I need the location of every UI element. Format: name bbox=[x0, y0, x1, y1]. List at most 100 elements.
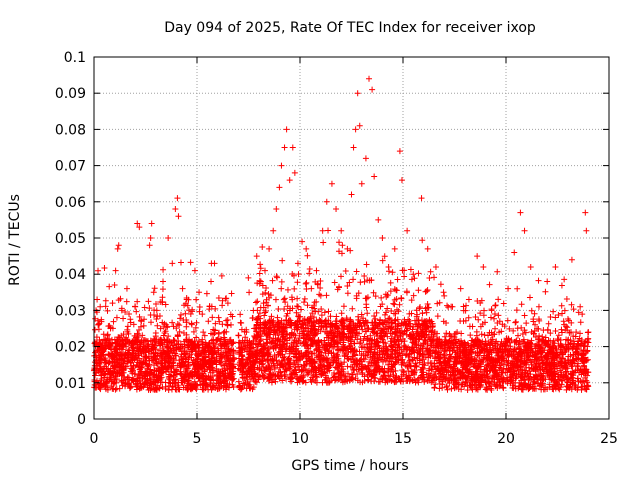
data-point bbox=[124, 323, 131, 330]
data-point bbox=[98, 316, 105, 323]
data-point bbox=[577, 330, 584, 337]
data-point bbox=[302, 365, 309, 372]
data-point bbox=[518, 324, 525, 331]
data-point bbox=[281, 295, 288, 302]
data-point bbox=[315, 308, 322, 315]
data-point bbox=[219, 321, 226, 328]
data-point bbox=[279, 257, 286, 264]
data-point bbox=[294, 295, 301, 302]
data-point bbox=[361, 273, 368, 280]
data-point bbox=[162, 301, 169, 308]
data-point bbox=[552, 314, 559, 321]
data-point bbox=[327, 327, 334, 334]
data-point bbox=[410, 292, 417, 299]
data-point bbox=[192, 324, 199, 331]
data-point bbox=[336, 239, 343, 246]
data-point bbox=[262, 308, 269, 315]
data-point bbox=[300, 361, 307, 368]
data-point bbox=[110, 318, 117, 325]
data-point bbox=[563, 386, 570, 393]
data-point bbox=[134, 298, 141, 305]
data-point bbox=[338, 273, 345, 280]
data-point bbox=[384, 305, 391, 312]
data-point bbox=[182, 310, 189, 317]
data-point bbox=[104, 307, 111, 314]
data-point bbox=[141, 304, 148, 311]
data-point bbox=[277, 369, 284, 376]
data-point bbox=[414, 326, 421, 333]
data-point bbox=[320, 239, 327, 246]
data-point bbox=[491, 381, 498, 388]
data-point bbox=[357, 335, 364, 342]
data-point bbox=[102, 303, 109, 310]
data-point bbox=[136, 313, 143, 320]
data-point bbox=[127, 384, 134, 391]
data-point bbox=[129, 370, 136, 377]
data-point bbox=[526, 294, 533, 301]
data-point bbox=[513, 307, 520, 314]
data-point bbox=[140, 322, 147, 329]
data-point bbox=[448, 385, 455, 392]
data-point bbox=[258, 361, 265, 368]
data-point bbox=[303, 331, 310, 338]
data-point bbox=[261, 312, 268, 319]
data-point bbox=[554, 335, 561, 342]
data-point bbox=[521, 312, 528, 319]
data-point bbox=[563, 323, 570, 330]
data-point bbox=[294, 279, 301, 286]
data-point bbox=[494, 268, 501, 275]
data-point bbox=[146, 305, 153, 312]
data-point bbox=[406, 310, 413, 317]
data-point bbox=[336, 248, 343, 255]
data-point bbox=[510, 327, 517, 334]
data-point bbox=[561, 276, 568, 283]
data-point bbox=[558, 302, 565, 309]
data-point bbox=[372, 315, 379, 322]
data-point bbox=[545, 320, 552, 327]
data-point bbox=[126, 346, 133, 353]
data-point bbox=[308, 378, 315, 385]
data-point bbox=[475, 316, 482, 323]
data-point bbox=[398, 338, 405, 345]
data-point bbox=[415, 287, 422, 294]
data-point bbox=[136, 326, 143, 333]
data-point bbox=[174, 320, 181, 327]
data-point bbox=[372, 293, 379, 300]
data-point bbox=[487, 314, 494, 321]
data-point bbox=[346, 279, 353, 286]
data-point bbox=[256, 310, 263, 317]
data-point bbox=[559, 329, 566, 336]
data-point bbox=[443, 330, 450, 337]
data-point bbox=[160, 266, 167, 273]
data-point bbox=[176, 328, 183, 335]
data-point bbox=[280, 296, 287, 303]
data-point bbox=[475, 352, 482, 359]
data-point bbox=[228, 290, 235, 297]
data-point bbox=[201, 332, 208, 339]
data-point bbox=[371, 346, 378, 353]
data-point bbox=[575, 309, 582, 316]
data-point bbox=[357, 279, 364, 286]
data-point bbox=[203, 290, 210, 297]
data-point bbox=[388, 307, 395, 314]
data-point bbox=[363, 328, 370, 335]
data-point bbox=[441, 333, 448, 340]
data-point bbox=[259, 282, 266, 289]
data-point bbox=[340, 303, 347, 310]
data-point bbox=[331, 279, 338, 286]
data-point bbox=[506, 325, 513, 332]
data-point bbox=[443, 384, 450, 391]
data-point bbox=[145, 298, 152, 305]
data-point bbox=[559, 310, 566, 317]
data-point bbox=[170, 323, 177, 330]
data-point bbox=[394, 276, 401, 283]
data-point bbox=[371, 312, 378, 319]
data-point bbox=[512, 318, 519, 325]
data-point bbox=[492, 302, 499, 309]
data-point bbox=[389, 269, 396, 276]
data-point bbox=[382, 311, 389, 318]
data-point bbox=[135, 371, 142, 378]
data-point bbox=[353, 295, 360, 302]
data-point bbox=[256, 270, 263, 277]
data-point bbox=[387, 288, 394, 295]
